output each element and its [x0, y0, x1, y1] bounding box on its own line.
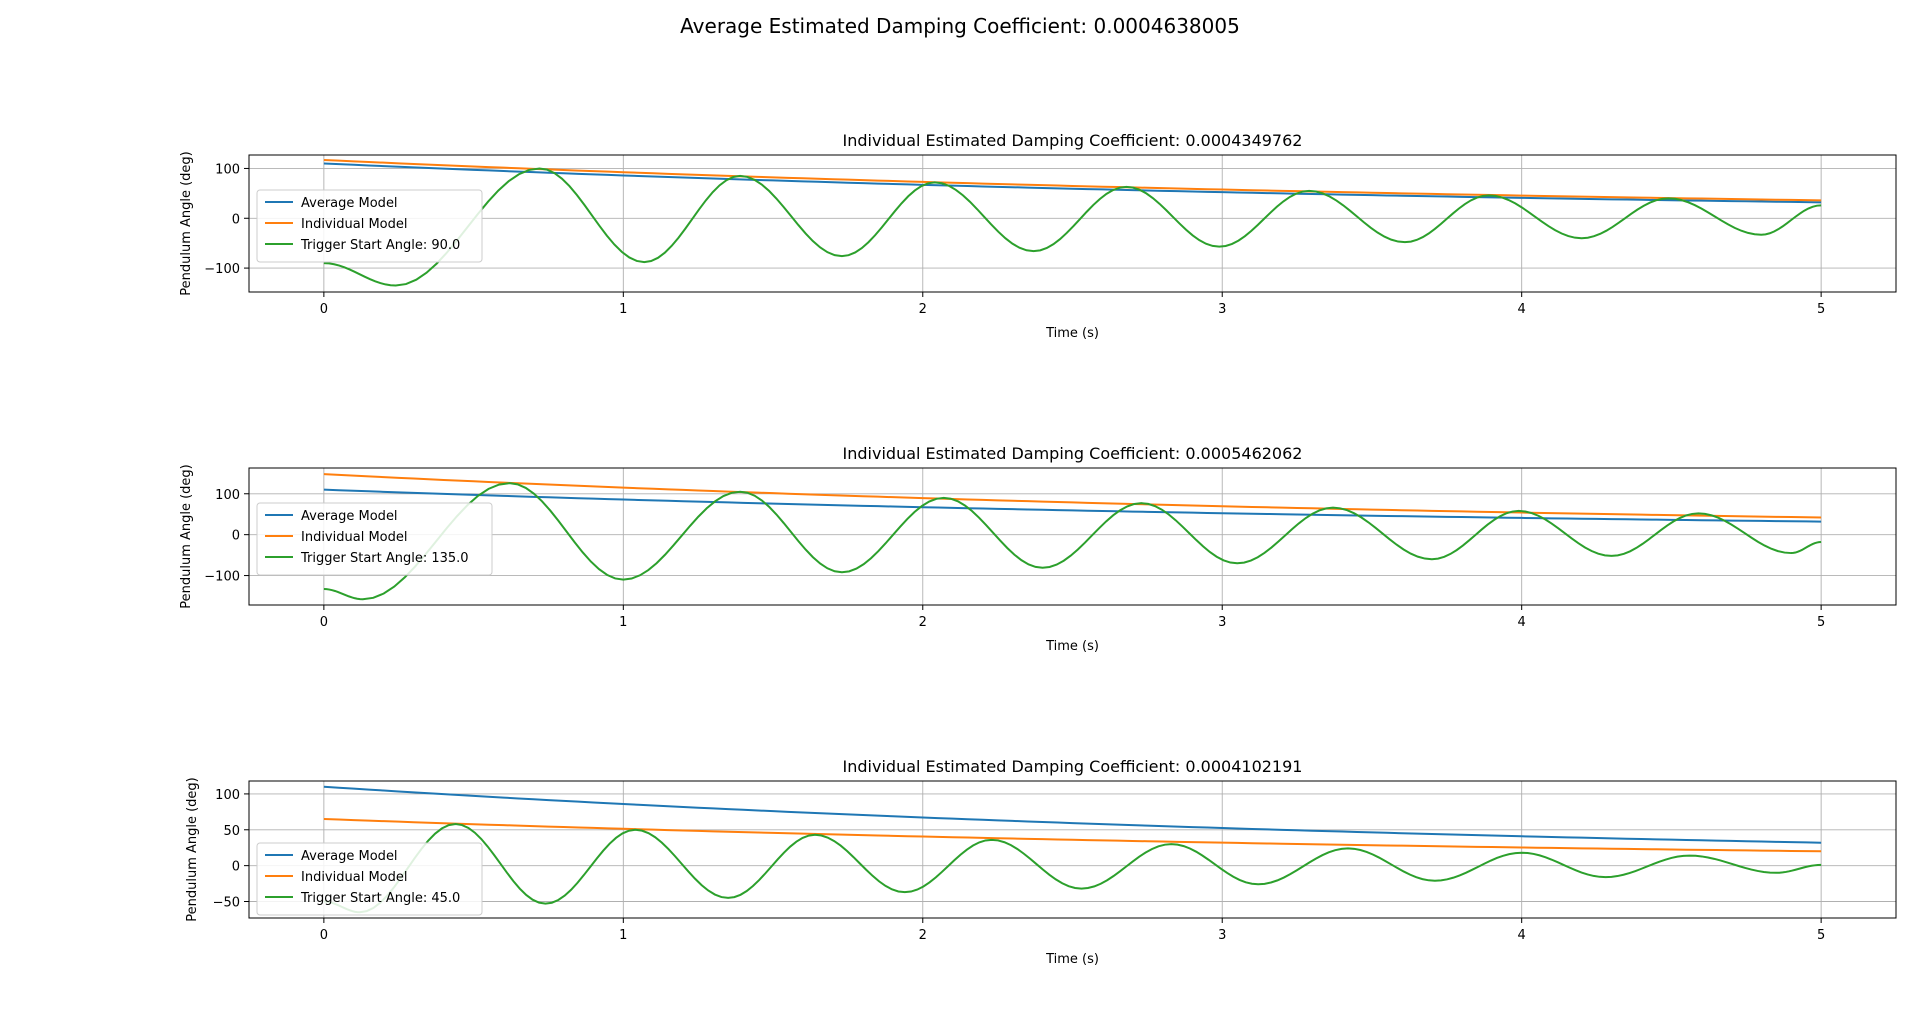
x-tick-label: 4 — [1518, 615, 1526, 630]
x-tick-label: 1 — [619, 302, 627, 317]
series-line-trigger — [323, 823, 1822, 914]
legend: Average Model Individual Model Trigger Sta… — [256, 189, 483, 263]
legend: Average Model Individual Model Trigger Sta… — [256, 502, 493, 576]
x-tick-label: 0 — [320, 928, 328, 943]
x-tick-label: 1 — [619, 615, 627, 630]
series-line-trigger — [323, 482, 1822, 601]
legend-box — [256, 842, 483, 916]
x-tick-label: 3 — [1218, 928, 1226, 943]
x-tick-label: 2 — [919, 302, 927, 317]
y-tick-label: 100 — [215, 162, 240, 177]
series-line-average-model — [323, 488, 1822, 523]
x-axis-label: Time (s) — [1045, 326, 1099, 341]
legend-entry: Trigger Start Angle: 45.0 — [300, 891, 460, 906]
x-tick-label: 2 — [919, 615, 927, 630]
y-axis-label: Pendulum Angle (deg) — [185, 777, 200, 922]
x-tick-label: 3 — [1218, 615, 1226, 630]
y-tick-label: −100 — [204, 570, 240, 585]
axes-frame — [248, 467, 1897, 606]
legend-entry: Trigger Start Angle: 90.0 — [300, 238, 460, 253]
legend-entry: Average Model — [301, 509, 398, 524]
legend-box — [256, 502, 493, 576]
figure-suptitle: Average Estimated Damping Coefficient: 0… — [680, 14, 1240, 38]
x-tick-label: 4 — [1518, 302, 1526, 317]
x-axis-label: Time (s) — [1045, 639, 1099, 654]
legend-entry: Individual Model — [301, 530, 407, 545]
y-tick-label: 0 — [232, 212, 240, 227]
series-line-individual-model — [323, 473, 1822, 519]
legend-entry: Individual Model — [301, 870, 407, 885]
legend-entry: Average Model — [301, 196, 398, 211]
y-axis-label: Pendulum Angle (deg) — [179, 464, 194, 609]
x-tick-label: 0 — [320, 615, 328, 630]
y-tick-label: 100 — [215, 488, 240, 503]
y-tick-label: −50 — [213, 896, 240, 911]
y-tick-label: 0 — [232, 860, 240, 875]
subplot-1: 0 1 2 3 4 5 −100 0 100 Individual Estimated Dampi… — [179, 131, 1897, 341]
series-line-average-model — [323, 785, 1822, 844]
x-tick-label: 0 — [320, 302, 328, 317]
legend-entry: Trigger Start Angle: 135.0 — [300, 551, 469, 566]
x-tick-label: 5 — [1817, 928, 1825, 943]
x-tick-label: 3 — [1218, 302, 1226, 317]
x-tick-label: 5 — [1817, 302, 1825, 317]
subplot-title: Individual Estimated Damping Coefficient… — [843, 444, 1303, 463]
axes-frame — [248, 780, 1897, 919]
x-axis-label: Time (s) — [1045, 952, 1099, 967]
legend-entry: Average Model — [301, 849, 398, 864]
series-line-average-model — [323, 162, 1822, 204]
subplot-2: 0 1 2 3 4 5 −100 0 100 Individual Estimated Dampi… — [179, 444, 1897, 654]
y-axis-label: Pendulum Angle (deg) — [179, 151, 194, 296]
axes-frame — [248, 154, 1897, 293]
subplot-title: Individual Estimated Damping Coefficient… — [843, 131, 1303, 150]
subplot-title: Individual Estimated Damping Coefficient… — [843, 757, 1303, 776]
y-tick-label: 50 — [223, 824, 240, 839]
x-tick-label: 1 — [619, 928, 627, 943]
legend-box — [256, 189, 483, 263]
y-tick-label: −100 — [204, 262, 240, 277]
legend-entry: Individual Model — [301, 217, 407, 232]
x-tick-label: 4 — [1518, 928, 1526, 943]
legend: Average Model Individual Model Trigger Sta… — [256, 842, 483, 916]
series-line-individual-model — [323, 818, 1822, 853]
subplot-3: 0 1 2 3 4 5 −50 0 50 100 Individual Estimated Damp… — [185, 757, 1897, 967]
series-line-trigger — [323, 167, 1822, 287]
series-line-individual-model — [323, 158, 1822, 202]
y-tick-label: 100 — [215, 788, 240, 803]
x-tick-label: 5 — [1817, 615, 1825, 630]
y-tick-label: 0 — [232, 529, 240, 544]
x-tick-label: 2 — [919, 928, 927, 943]
